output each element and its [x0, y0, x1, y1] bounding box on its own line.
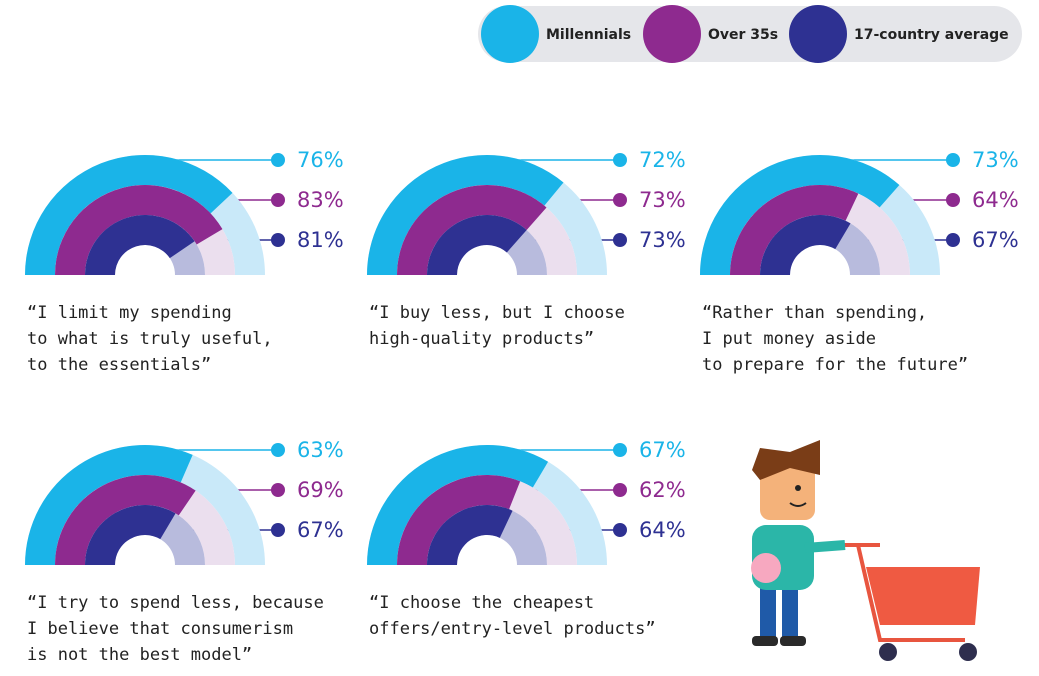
quote-line: “Rather than spending, [702, 303, 927, 323]
value-label: 64% [639, 518, 686, 542]
quote-line: offers/entry-level products” [369, 619, 656, 639]
leader-dot [271, 233, 285, 247]
value-label: 83% [297, 188, 344, 212]
value-label: 67% [972, 228, 1019, 252]
quote-line: I put money aside [702, 329, 876, 349]
value-label: 81% [297, 228, 344, 252]
legend-label: Millennials [546, 27, 631, 43]
quote-line: high-quality products” [369, 329, 594, 349]
quote-line: to what is truly useful, [27, 329, 273, 349]
value-label: 73% [639, 188, 686, 212]
legend-label: 17-country average [854, 27, 1009, 43]
value-label: 76% [297, 148, 344, 172]
quote-line: “I choose the cheapest [369, 593, 594, 613]
leader-dot [613, 193, 627, 207]
leader-dot [271, 443, 285, 457]
infographic: Millennials Over 35s 17-country average 76%… [0, 0, 1039, 676]
quote-line: “I limit my spending [27, 303, 232, 323]
leader-dot [946, 193, 960, 207]
quote-line: to prepare for the future” [702, 355, 968, 375]
value-label: 67% [639, 438, 686, 462]
quote-line: “I buy less, but I choose [369, 303, 625, 323]
quote-line: to the essentials” [27, 355, 211, 375]
quote-line: I believe that consumerism [27, 619, 293, 639]
quote-line: “I try to spend less, because [27, 593, 324, 613]
leader-dot [613, 523, 627, 537]
leader-dot [946, 153, 960, 167]
value-label: 73% [639, 228, 686, 252]
value-label: 67% [297, 518, 344, 542]
shopper-illustration [751, 440, 980, 661]
leader-dot [946, 233, 960, 247]
legend-swatch [481, 5, 539, 63]
leader-dot [613, 233, 627, 247]
value-label: 69% [297, 478, 344, 502]
value-label: 63% [297, 438, 344, 462]
leader-dot [613, 483, 627, 497]
leader-dot [271, 153, 285, 167]
legend-label: Over 35s [708, 27, 778, 43]
leader-dot [271, 193, 285, 207]
leader-dot [271, 523, 285, 537]
value-label: 64% [972, 188, 1019, 212]
value-label: 73% [972, 148, 1019, 172]
leader-dot [613, 153, 627, 167]
value-label: 72% [639, 148, 686, 172]
legend-swatch [789, 5, 847, 63]
value-label: 62% [639, 478, 686, 502]
leader-dot [613, 443, 627, 457]
leader-dot [271, 483, 285, 497]
quote-line: is not the best model” [27, 645, 252, 665]
legend-swatch [643, 5, 701, 63]
